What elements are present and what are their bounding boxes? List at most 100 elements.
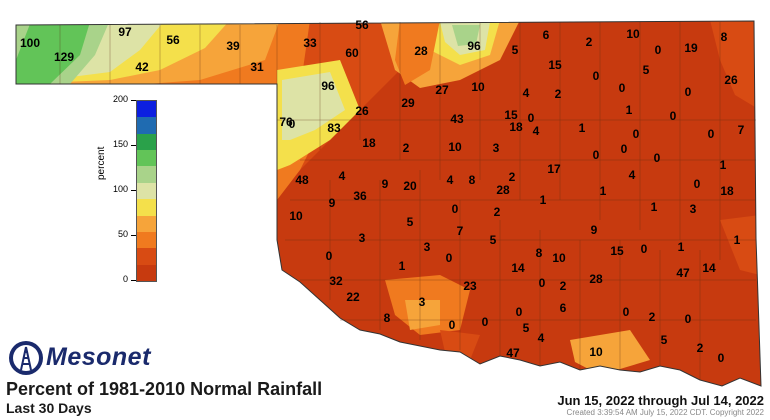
station-value: 22 xyxy=(346,290,360,304)
station-value: 0 xyxy=(618,81,626,95)
station-value: 28 xyxy=(496,183,510,197)
station-value: 0 xyxy=(693,177,701,191)
station-value: 47 xyxy=(676,266,690,280)
station-value: 56 xyxy=(166,33,180,47)
station-value: 1 xyxy=(625,103,633,117)
station-value: 10 xyxy=(589,345,603,359)
station-value: 32 xyxy=(329,274,343,288)
station-value: 5 xyxy=(489,233,497,247)
county-lines xyxy=(59,22,756,380)
station-value: 18 xyxy=(509,120,523,134)
station-value: 97 xyxy=(118,25,132,39)
station-value: 43 xyxy=(450,112,464,126)
station-value: 10 xyxy=(448,140,462,154)
legend-unit-label: percent xyxy=(96,146,107,180)
legend-swatch xyxy=(137,248,156,266)
station-value: 5 xyxy=(660,333,668,347)
legend-swatch xyxy=(137,199,156,217)
station-value: 2 xyxy=(559,279,567,293)
shade-east-red xyxy=(720,215,760,275)
station-value: 8 xyxy=(468,173,476,187)
station-value: 2 xyxy=(402,141,410,155)
station-value: 14 xyxy=(511,261,525,275)
station-value: 3 xyxy=(492,141,500,155)
station-value: 8 xyxy=(383,311,391,325)
station-value: 47 xyxy=(506,346,520,360)
station-value: 0 xyxy=(653,151,661,165)
legend-tick-label: 100 xyxy=(112,184,128,194)
station-value: 0 xyxy=(707,127,715,141)
station-value: 0 xyxy=(448,318,456,332)
station-value: 3 xyxy=(423,240,431,254)
station-value: 6 xyxy=(542,28,550,42)
station-value: 7 xyxy=(456,224,464,238)
station-value: 42 xyxy=(135,60,149,74)
station-value: 9 xyxy=(590,223,598,237)
station-value: 2 xyxy=(696,341,704,355)
legend-tick-mark xyxy=(131,190,136,191)
shade-southeast-light xyxy=(570,330,650,375)
station-value: 0 xyxy=(640,242,648,256)
legend-swatch xyxy=(137,231,156,249)
station-value: 0 xyxy=(445,251,453,265)
station-value: 31 xyxy=(250,60,264,74)
station-value: 28 xyxy=(414,44,428,58)
created-timestamp: Created 3:39:54 AM July 15, 2022 CDT. Co… xyxy=(566,408,764,417)
station-value: 9 xyxy=(328,196,336,210)
shade-northeast-red xyxy=(710,21,760,110)
legend-tick-label: 150 xyxy=(112,139,128,149)
station-value: 1 xyxy=(599,184,607,198)
station-value: 15 xyxy=(548,58,562,72)
station-value: 27 xyxy=(435,83,449,97)
station-value: 17 xyxy=(547,162,561,176)
station-value: 8 xyxy=(720,30,728,44)
map-subtitle: Last 30 Days xyxy=(6,400,92,416)
station-value: 10 xyxy=(289,209,303,223)
station-value: 96 xyxy=(321,79,335,93)
legend-swatch xyxy=(137,150,156,167)
legend-tick-label: 50 xyxy=(117,229,128,239)
date-range: Jun 15, 2022 through Jul 14, 2022 xyxy=(557,393,764,408)
station-value: 1 xyxy=(650,200,658,214)
station-value: 4 xyxy=(628,168,636,182)
state-outline xyxy=(15,20,762,387)
station-value: 23 xyxy=(463,279,477,293)
shade-south-light xyxy=(405,300,440,330)
station-value: 3 xyxy=(418,295,426,309)
station-value: 0 xyxy=(654,43,662,57)
station-value: 4 xyxy=(537,331,545,345)
station-value: 33 xyxy=(303,36,317,50)
station-value: 26 xyxy=(355,104,369,118)
station-value: 20 xyxy=(403,179,417,193)
legend-tick-mark xyxy=(131,280,136,281)
station-value: 10 xyxy=(626,27,640,41)
station-value: 4 xyxy=(446,173,454,187)
legend-tick-mark xyxy=(131,235,136,236)
station-value: 7 xyxy=(737,123,745,137)
station-value: 14 xyxy=(702,261,716,275)
station-value: 0 xyxy=(515,305,523,319)
station-value: 1 xyxy=(719,158,727,172)
station-value: 15 xyxy=(610,244,624,258)
shade-pale-panhandle-east xyxy=(282,72,345,140)
station-value: 1 xyxy=(398,259,406,273)
station-value: 4 xyxy=(532,124,540,138)
station-value: 0 xyxy=(669,109,677,123)
station-value: 0 xyxy=(451,202,459,216)
station-value: 8 xyxy=(535,246,543,260)
station-value: 5 xyxy=(522,321,530,335)
station-value: 1 xyxy=(539,193,547,207)
station-value: 2 xyxy=(648,310,656,324)
station-value: 5 xyxy=(642,63,650,77)
station-value: 0 xyxy=(632,127,640,141)
station-value: 18 xyxy=(720,184,734,198)
station-value: 0 xyxy=(325,249,333,263)
station-value: 100 xyxy=(19,36,41,50)
station-value: 0 xyxy=(288,117,296,131)
legend-tick-label: 200 xyxy=(112,94,128,104)
mesonet-tower-logo-icon xyxy=(9,341,43,375)
station-value: 0 xyxy=(684,85,692,99)
station-value: 10 xyxy=(552,251,566,265)
